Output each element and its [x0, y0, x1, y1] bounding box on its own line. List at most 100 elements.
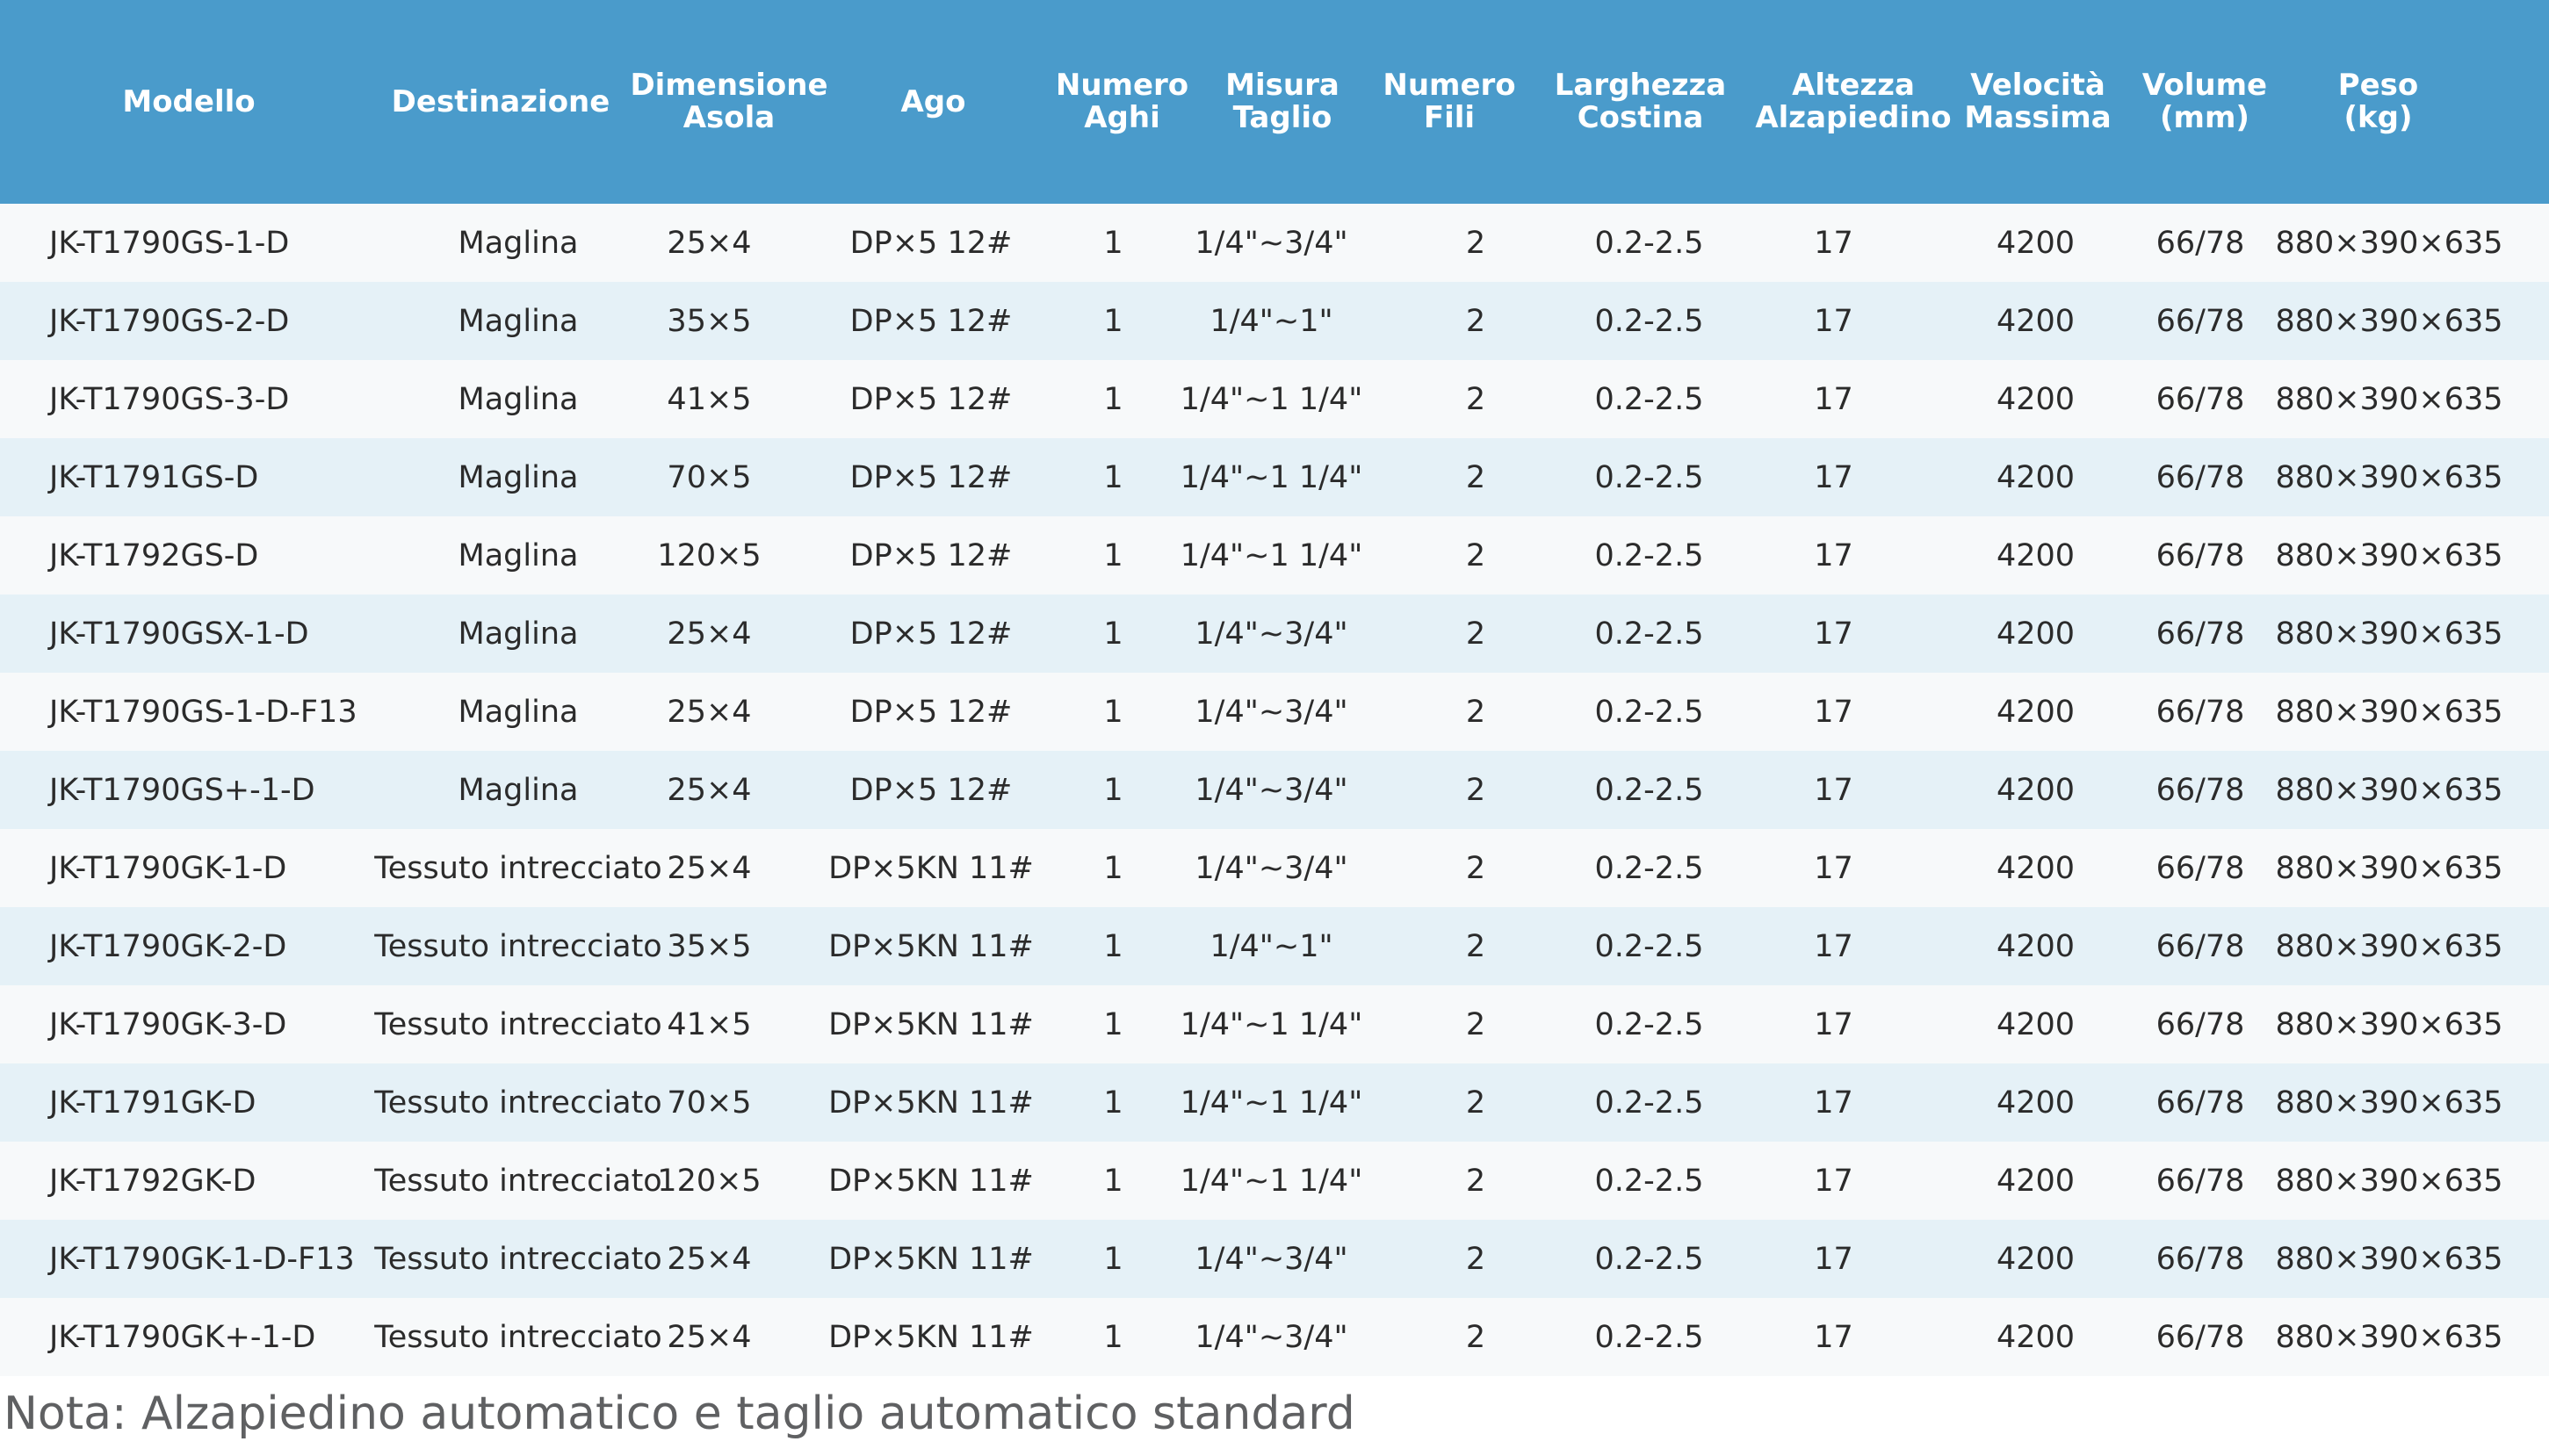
cell-ago: DP×5 12#: [849, 694, 1013, 730]
cell-misura-taglio: 1/4"~1 1/4": [1180, 459, 1363, 495]
cell-numero-fili: 2: [1465, 381, 1486, 417]
cell-larghezza-costina: 0.2-2.5: [1594, 850, 1704, 886]
table-row: JK-T1792GK-D Tessuto intrecciato 120×5 DP×5…: [0, 1142, 2549, 1220]
cell-destinazione: Tessuto intrecciato: [374, 1163, 662, 1199]
table-row: JK-T1790GS-1-D-F13 Maglina 25×4 DP×5 12# 1 1/…: [0, 673, 2549, 751]
cell-velocita-massima: 4200: [1996, 1241, 2076, 1277]
cell-modello: JK-T1790GS+-1-D: [49, 772, 315, 808]
cell-peso: 880×390×635: [2275, 928, 2503, 964]
table-row: JK-T1790GK+-1-D Tessuto intrecciato 25×4 DP…: [0, 1298, 2549, 1376]
cell-ago: DP×5KN 11#: [828, 1163, 1034, 1199]
cell-altezza-alzapiedino: 17: [1814, 1006, 1853, 1042]
cell-velocita-massima: 4200: [1996, 1163, 2076, 1199]
cell-dimensione-asola: 25×4: [667, 850, 752, 886]
cell-ago: DP×5 12#: [849, 303, 1013, 339]
cell-peso: 880×390×635: [2275, 1006, 2503, 1042]
footnote: Nota: Alzapiedino automatico e taglio au…: [4, 1388, 1355, 1440]
table-body: JK-T1790GS-1-D Maglina 25×4 DP×5 12# 1 1/4"~3…: [0, 204, 2549, 1376]
cell-ago: DP×5KN 11#: [828, 1241, 1034, 1277]
cell-velocita-massima: 4200: [1996, 537, 2076, 573]
cell-velocita-massima: 4200: [1996, 928, 2076, 964]
cell-destinazione: Tessuto intrecciato: [374, 928, 662, 964]
cell-numero-fili: 2: [1465, 850, 1486, 886]
column-header-larghezza-costina: Larghezza Costina: [1554, 68, 1727, 135]
cell-dimensione-asola: 120×5: [657, 1163, 762, 1199]
cell-numero-aghi: 1: [1103, 850, 1123, 886]
cell-velocita-massima: 4200: [1996, 459, 2076, 495]
cell-volume: 66/78: [2155, 772, 2245, 808]
table-row: JK-T1790GK-1-D Tessuto intrecciato 25×4 DP×…: [0, 829, 2549, 907]
cell-modello: JK-T1790GK-3-D: [49, 1006, 287, 1042]
table-row: JK-T1790GS-1-D Maglina 25×4 DP×5 12# 1 1/4"~3…: [0, 204, 2549, 282]
cell-misura-taglio: 1/4"~1": [1210, 928, 1333, 964]
cell-velocita-massima: 4200: [1996, 1006, 2076, 1042]
table-row: JK-T1791GS-D Maglina 70×5 DP×5 12# 1 1/4"~1 1…: [0, 438, 2549, 516]
cell-volume: 66/78: [2155, 850, 2245, 886]
cell-peso: 880×390×635: [2275, 1319, 2503, 1355]
cell-misura-taglio: 1/4"~1 1/4": [1180, 537, 1363, 573]
cell-destinazione: Maglina: [458, 381, 579, 417]
cell-volume: 66/78: [2155, 1241, 2245, 1277]
cell-misura-taglio: 1/4"~3/4": [1195, 772, 1348, 808]
cell-modello: JK-T1790GK+-1-D: [49, 1319, 316, 1355]
cell-ago: DP×5KN 11#: [828, 928, 1034, 964]
cell-volume: 66/78: [2155, 1319, 2245, 1355]
cell-modello: JK-T1790GS-3-D: [49, 381, 290, 417]
cell-ago: DP×5KN 11#: [828, 1006, 1034, 1042]
cell-peso: 880×390×635: [2275, 1241, 2503, 1277]
cell-numero-fili: 2: [1465, 225, 1486, 261]
cell-numero-fili: 2: [1465, 459, 1486, 495]
table-row: JK-T1790GK-3-D Tessuto intrecciato 41×5 DP×…: [0, 985, 2549, 1063]
cell-larghezza-costina: 0.2-2.5: [1594, 225, 1704, 261]
cell-altezza-alzapiedino: 17: [1814, 1085, 1853, 1121]
cell-misura-taglio: 1/4"~3/4": [1195, 225, 1348, 261]
cell-numero-fili: 2: [1465, 928, 1486, 964]
cell-velocita-massima: 4200: [1996, 850, 2076, 886]
cell-destinazione: Maglina: [458, 225, 579, 261]
cell-numero-aghi: 1: [1103, 1319, 1123, 1355]
cell-dimensione-asola: 25×4: [667, 225, 752, 261]
cell-numero-fili: 2: [1465, 1241, 1486, 1277]
cell-larghezza-costina: 0.2-2.5: [1594, 381, 1704, 417]
cell-numero-aghi: 1: [1103, 303, 1123, 339]
cell-peso: 880×390×635: [2275, 694, 2503, 730]
column-header-velocita-massima: Velocità Massima: [1964, 68, 2112, 135]
cell-larghezza-costina: 0.2-2.5: [1594, 694, 1704, 730]
table-row: JK-T1790GSX-1-D Maglina 25×4 DP×5 12# 1 1/4"~…: [0, 595, 2549, 673]
cell-altezza-alzapiedino: 17: [1814, 1319, 1853, 1355]
cell-peso: 880×390×635: [2275, 537, 2503, 573]
cell-ago: DP×5 12#: [849, 616, 1013, 652]
cell-dimensione-asola: 25×4: [667, 1241, 752, 1277]
cell-numero-fili: 2: [1465, 303, 1486, 339]
cell-larghezza-costina: 0.2-2.5: [1594, 459, 1704, 495]
column-header-modello: Modello: [122, 83, 256, 119]
cell-volume: 66/78: [2155, 1163, 2245, 1199]
cell-destinazione: Tessuto intrecciato: [374, 1085, 662, 1121]
cell-volume: 66/78: [2155, 928, 2245, 964]
cell-numero-fili: 2: [1465, 537, 1486, 573]
cell-ago: DP×5KN 11#: [828, 850, 1034, 886]
cell-peso: 880×390×635: [2275, 772, 2503, 808]
cell-dimensione-asola: 35×5: [667, 928, 752, 964]
cell-modello: JK-T1790GK-1-D-F13: [49, 1241, 355, 1277]
cell-larghezza-costina: 0.2-2.5: [1594, 1319, 1704, 1355]
cell-destinazione: Maglina: [458, 694, 579, 730]
cell-volume: 66/78: [2155, 616, 2245, 652]
cell-misura-taglio: 1/4"~1 1/4": [1180, 381, 1363, 417]
cell-altezza-alzapiedino: 17: [1814, 850, 1853, 886]
cell-velocita-massima: 4200: [1996, 616, 2076, 652]
cell-peso: 880×390×635: [2275, 616, 2503, 652]
cell-modello: JK-T1790GK-2-D: [49, 928, 287, 964]
cell-modello: JK-T1790GS-1-D: [49, 225, 290, 261]
cell-numero-fili: 2: [1465, 772, 1486, 808]
cell-numero-aghi: 1: [1103, 1241, 1123, 1277]
cell-destinazione: Maglina: [458, 459, 579, 495]
cell-velocita-massima: 4200: [1996, 381, 2076, 417]
cell-volume: 66/78: [2155, 1085, 2245, 1121]
cell-misura-taglio: 1/4"~3/4": [1195, 850, 1348, 886]
cell-misura-taglio: 1/4"~1 1/4": [1180, 1085, 1363, 1121]
table-row: JK-T1790GS+-1-D Maglina 25×4 DP×5 12# 1 1/4"~…: [0, 751, 2549, 829]
cell-numero-aghi: 1: [1103, 225, 1123, 261]
table-row: JK-T1790GK-1-D-F13 Tessuto intrecciato 25×…: [0, 1220, 2549, 1298]
cell-numero-aghi: 1: [1103, 928, 1123, 964]
